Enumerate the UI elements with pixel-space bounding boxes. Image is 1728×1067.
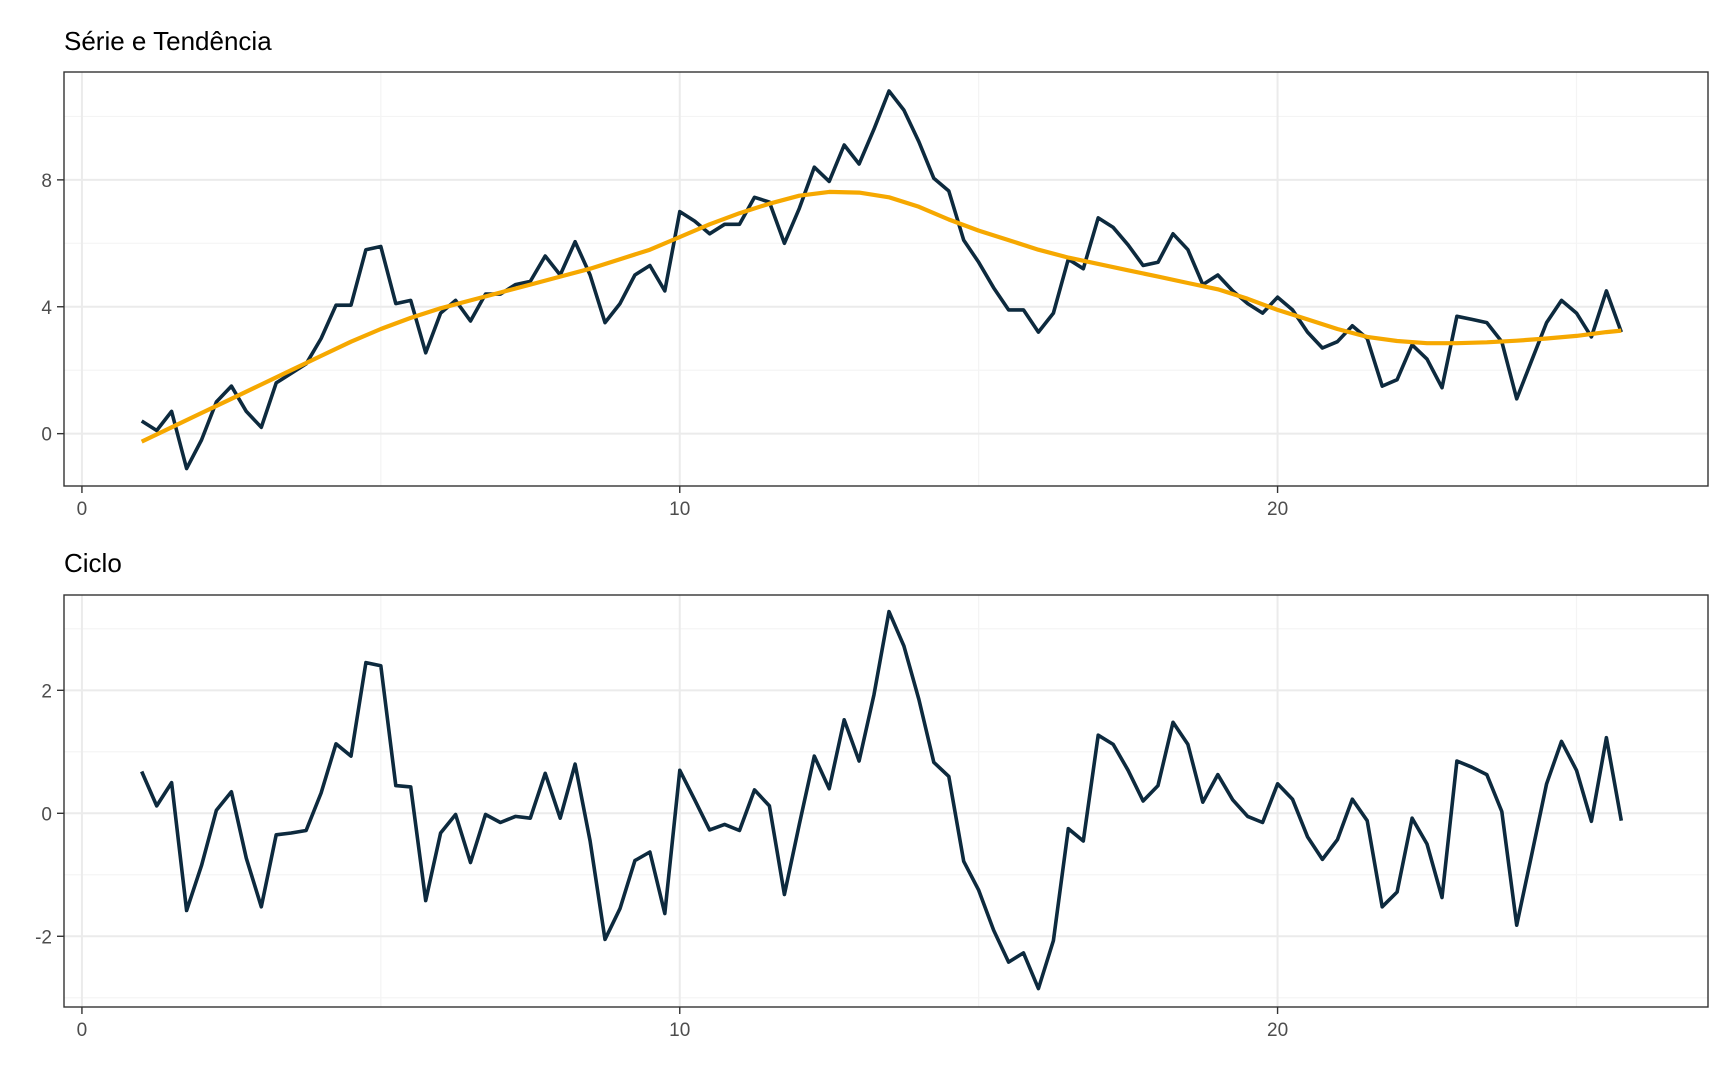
lines-cycle <box>140 609 1624 991</box>
y-tick-label: -2 <box>35 927 52 948</box>
panel-frame-cycle <box>63 594 1709 1008</box>
panel-series-trend: Série e Tendência 0 10 20 0 4 8 <box>41 26 1709 520</box>
y-tick-label: 8 <box>41 171 52 192</box>
cycle-line <box>140 609 1624 991</box>
grid-cycle <box>64 595 1708 1007</box>
panel-title-series-trend: Série e Tendência <box>64 26 272 56</box>
x-tick-label: 20 <box>1267 1020 1288 1041</box>
series-line <box>140 89 1623 471</box>
x-tick-label: 0 <box>77 499 88 520</box>
y-tick-label: 2 <box>41 681 52 702</box>
lines-series-trend <box>140 89 1623 471</box>
panel-cycle: Ciclo 0 10 20 -2 0 2 <box>35 548 1709 1041</box>
panel-title-cycle: Ciclo <box>64 548 122 578</box>
axes-cycle: 0 10 20 -2 0 2 <box>35 681 1288 1041</box>
axes-series-trend: 0 10 20 0 4 8 <box>41 171 1288 520</box>
y-tick-label: 4 <box>41 298 52 319</box>
y-tick-label: 0 <box>41 804 52 825</box>
x-tick-label: 10 <box>669 1020 690 1041</box>
y-tick-label: 0 <box>41 425 52 446</box>
x-tick-label: 20 <box>1267 499 1288 520</box>
trend-line <box>140 189 1622 444</box>
x-tick-label: 0 <box>77 1020 88 1041</box>
panel-frame-series-trend <box>63 71 1709 487</box>
x-tick-label: 10 <box>669 499 690 520</box>
